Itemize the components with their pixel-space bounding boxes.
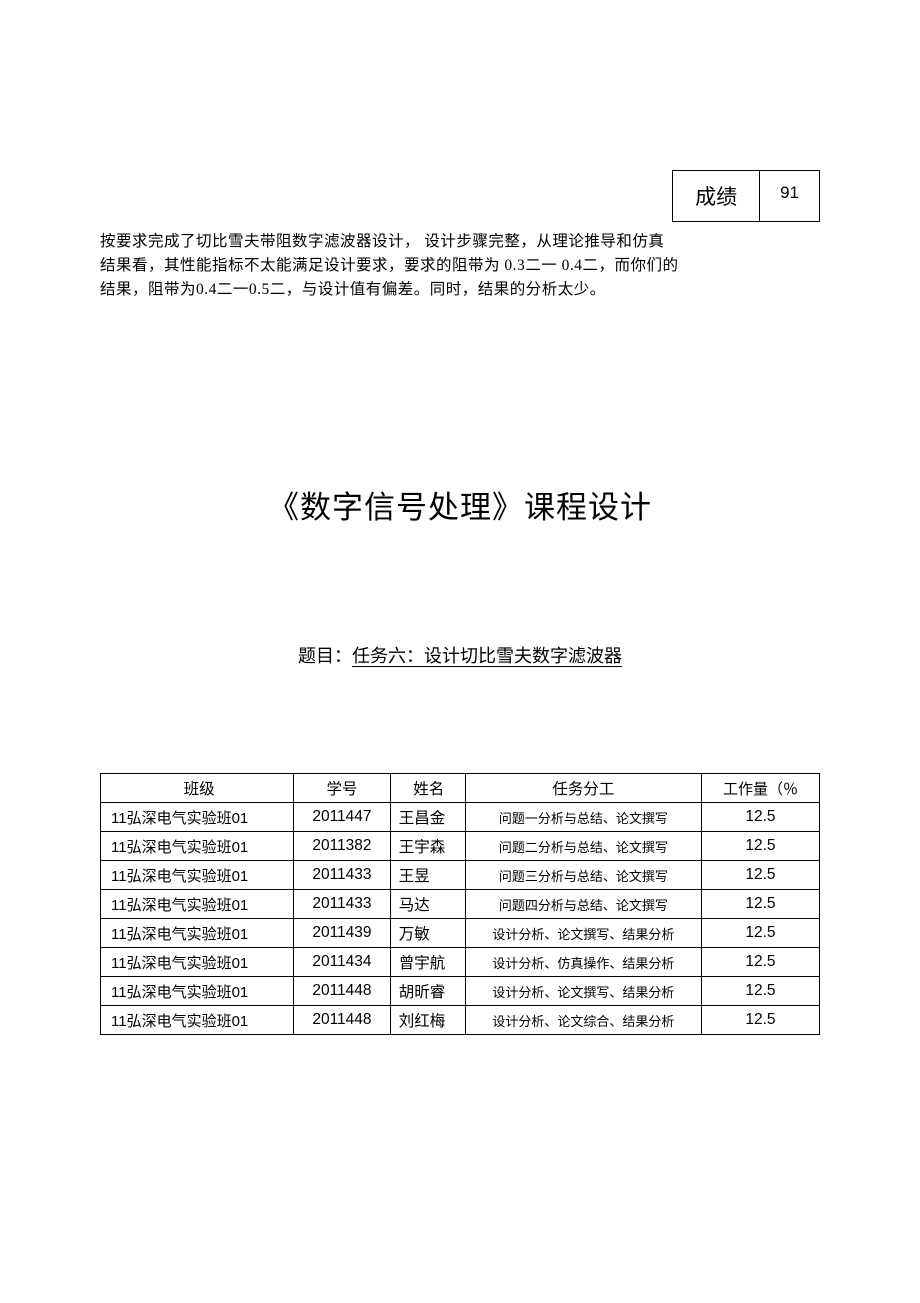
cell-load: 12.5 (701, 861, 819, 890)
cell-id: 2011447 (294, 803, 391, 832)
cell-class: 11弘深电气实验班01 (101, 977, 294, 1006)
table-row: 11弘深电气实验班01 2011382 王宇森 问题二分析与总结、论文撰写 12… (101, 832, 820, 861)
cell-task: 问题二分析与总结、论文撰写 (465, 832, 701, 861)
cell-load: 12.5 (701, 919, 819, 948)
cell-id: 2011439 (294, 919, 391, 948)
cell-task: 问题三分析与总结、论文撰写 (465, 861, 701, 890)
cell-class: 11弘深电气实验班01 (101, 1006, 294, 1035)
cell-load: 12.5 (701, 977, 819, 1006)
header-class: 班级 (101, 774, 294, 803)
cell-task: 设计分析、论文综合、结果分析 (465, 1006, 701, 1035)
cell-class: 11弘深电气实验班01 (101, 861, 294, 890)
cell-load: 12.5 (701, 1006, 819, 1035)
cell-name: 万敏 (390, 919, 465, 948)
cell-load: 12.5 (701, 948, 819, 977)
header-id: 学号 (294, 774, 391, 803)
header-load: 工作量（％ (701, 774, 819, 803)
members-table: 班级 学号 姓名 任务分工 工作量（％ 11弘深电气实验班01 2011447 … (100, 773, 820, 1035)
cell-name: 王宇森 (390, 832, 465, 861)
table-row: 11弘深电气实验班01 2011447 王昌金 问题一分析与总结、论文撰写 12… (101, 803, 820, 832)
subtitle-label: 题目： (298, 646, 352, 666)
cell-name: 马达 (390, 890, 465, 919)
cell-id: 2011433 (294, 861, 391, 890)
header-task: 任务分工 (465, 774, 701, 803)
cell-name: 王昱 (390, 861, 465, 890)
cell-name: 曾宇航 (390, 948, 465, 977)
subtitle-value: 任务六：设计切比雪夫数字滤波器 (352, 646, 622, 666)
comment-line-1: 按要求完成了切比雪夫带阻数字滤波器设计， 设计步骤完整，从理论推导和仿真 (100, 230, 820, 254)
cell-task: 问题四分析与总结、论文撰写 (465, 890, 701, 919)
score-value: 91 (760, 171, 819, 221)
table-row: 11弘深电气实验班01 2011439 万敏 设计分析、论文撰写、结果分析 12… (101, 919, 820, 948)
subtitle-row: 题目：任务六：设计切比雪夫数字滤波器 (100, 642, 820, 668)
header-name: 姓名 (390, 774, 465, 803)
table-row: 11弘深电气实验班01 2011434 曾宇航 设计分析、仿真操作、结果分析 1… (101, 948, 820, 977)
comment-paragraph: 按要求完成了切比雪夫带阻数字滤波器设计， 设计步骤完整，从理论推导和仿真 结果看… (100, 230, 820, 302)
cell-id: 2011448 (294, 977, 391, 1006)
main-title: 《数字信号处理》课程设计 (100, 482, 820, 527)
table-row: 11弘深电气实验班01 2011433 王昱 问题三分析与总结、论文撰写 12.… (101, 861, 820, 890)
cell-name: 胡昕睿 (390, 977, 465, 1006)
cell-id: 2011382 (294, 832, 391, 861)
cell-task: 设计分析、仿真操作、结果分析 (465, 948, 701, 977)
score-label: 成绩 (673, 171, 760, 221)
cell-task: 设计分析、论文撰写、结果分析 (465, 977, 701, 1006)
cell-class: 11弘深电气实验班01 (101, 803, 294, 832)
cell-class: 11弘深电气实验班01 (101, 890, 294, 919)
table-body: 11弘深电气实验班01 2011447 王昌金 问题一分析与总结、论文撰写 12… (101, 803, 820, 1035)
comment-line-3: 结果，阻带为0.4二一0.5二，与设计值有偏差。同时，结果的分析太少。 (100, 278, 820, 302)
cell-load: 12.5 (701, 803, 819, 832)
cell-id: 2011434 (294, 948, 391, 977)
cell-task: 问题一分析与总结、论文撰写 (465, 803, 701, 832)
comment-line-2: 结果看，其性能指标不太能满足设计要求，要求的阻带为 0.3二一 0.4二，而你们… (100, 254, 820, 278)
cell-load: 12.5 (701, 832, 819, 861)
members-table-wrap: 班级 学号 姓名 任务分工 工作量（％ 11弘深电气实验班01 2011447 … (100, 773, 820, 1035)
cell-id: 2011448 (294, 1006, 391, 1035)
score-box: 成绩 91 (672, 170, 820, 222)
table-header-row: 班级 学号 姓名 任务分工 工作量（％ (101, 774, 820, 803)
table-row: 11弘深电气实验班01 2011448 刘红梅 设计分析、论文综合、结果分析 1… (101, 1006, 820, 1035)
cell-class: 11弘深电气实验班01 (101, 832, 294, 861)
cell-load: 12.5 (701, 890, 819, 919)
cell-class: 11弘深电气实验班01 (101, 919, 294, 948)
table-row: 11弘深电气实验班01 2011448 胡昕睿 设计分析、论文撰写、结果分析 1… (101, 977, 820, 1006)
table-row: 11弘深电气实验班01 2011433 马达 问题四分析与总结、论文撰写 12.… (101, 890, 820, 919)
cell-name: 王昌金 (390, 803, 465, 832)
document-page: 成绩 91 按要求完成了切比雪夫带阻数字滤波器设计， 设计步骤完整，从理论推导和… (0, 0, 920, 1303)
cell-class: 11弘深电气实验班01 (101, 948, 294, 977)
cell-task: 设计分析、论文撰写、结果分析 (465, 919, 701, 948)
cell-name: 刘红梅 (390, 1006, 465, 1035)
cell-id: 2011433 (294, 890, 391, 919)
